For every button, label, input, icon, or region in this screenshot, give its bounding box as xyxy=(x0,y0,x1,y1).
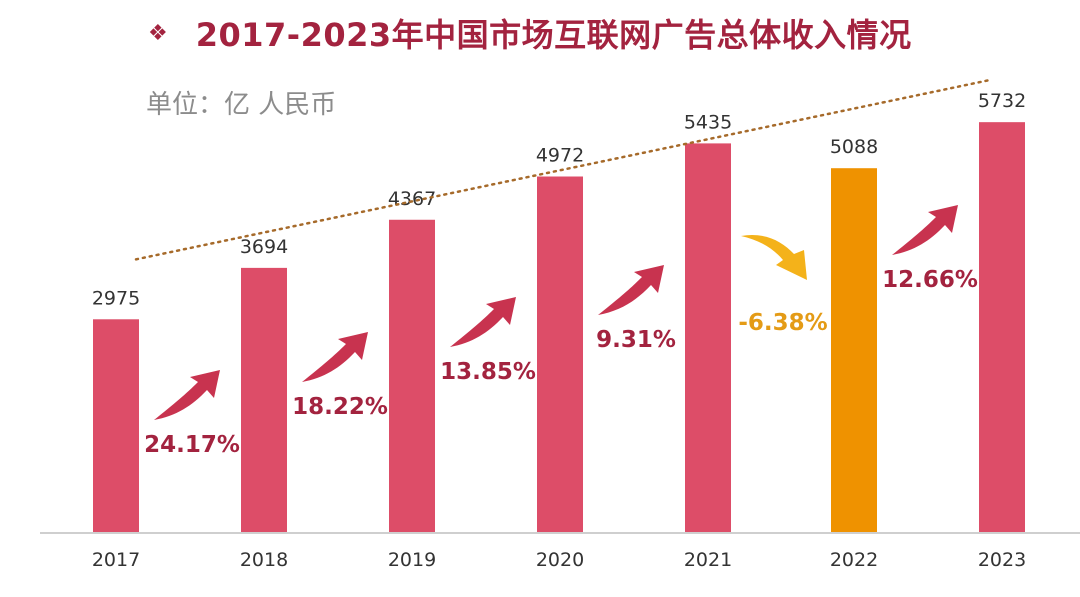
growth-label-4: -6.38% xyxy=(738,310,827,336)
tick-label-2021: 2021 xyxy=(684,549,732,571)
value-label-2022: 5088 xyxy=(830,136,878,158)
bar-2022 xyxy=(831,168,877,532)
value-label-2023: 5732 xyxy=(978,90,1026,112)
bar-2023 xyxy=(979,122,1025,533)
growth-label-0: 24.17% xyxy=(144,432,240,458)
up-arrow-icon xyxy=(598,265,664,315)
bar-2021 xyxy=(685,143,731,532)
bar-2017 xyxy=(93,319,139,532)
up-arrow-icon xyxy=(154,370,220,420)
chart-title-row: ❖ 2017-2023年中国市场互联网广告总体收入情况 xyxy=(148,10,912,56)
growth-label-5: 12.66% xyxy=(882,267,978,293)
up-arrow-icon xyxy=(892,205,958,255)
down-arrow-icon xyxy=(741,234,807,280)
tick-label-2017: 2017 xyxy=(92,549,140,571)
value-label-2021: 5435 xyxy=(684,111,732,133)
value-label-2017: 2975 xyxy=(92,287,140,309)
tick-label-2020: 2020 xyxy=(536,549,584,571)
unit-label: 单位：亿 人民币 xyxy=(146,90,337,120)
bar-2020 xyxy=(537,176,583,532)
tick-label-2022: 2022 xyxy=(830,549,878,571)
value-label-2020: 4972 xyxy=(536,145,584,167)
value-label-2019: 4367 xyxy=(388,188,436,210)
trendline xyxy=(134,78,994,261)
tick-label-2018: 2018 xyxy=(240,549,288,571)
tick-label-2023: 2023 xyxy=(978,549,1026,571)
chart-title: 2017-2023年中国市场互联网广告总体收入情况 xyxy=(195,16,912,54)
bar-2019 xyxy=(389,219,435,532)
growth-label-3: 9.31% xyxy=(596,327,676,353)
up-arrow-icon xyxy=(450,297,516,347)
growth-label-1: 18.22% xyxy=(292,394,388,420)
bar-2018 xyxy=(241,267,287,532)
tick-label-2019: 2019 xyxy=(388,549,436,571)
growth-label-2: 13.85% xyxy=(440,359,536,385)
diamond-bullet-icon: ❖ xyxy=(148,20,168,46)
up-arrow-icon xyxy=(302,332,368,382)
value-label-2018: 3694 xyxy=(240,236,288,258)
